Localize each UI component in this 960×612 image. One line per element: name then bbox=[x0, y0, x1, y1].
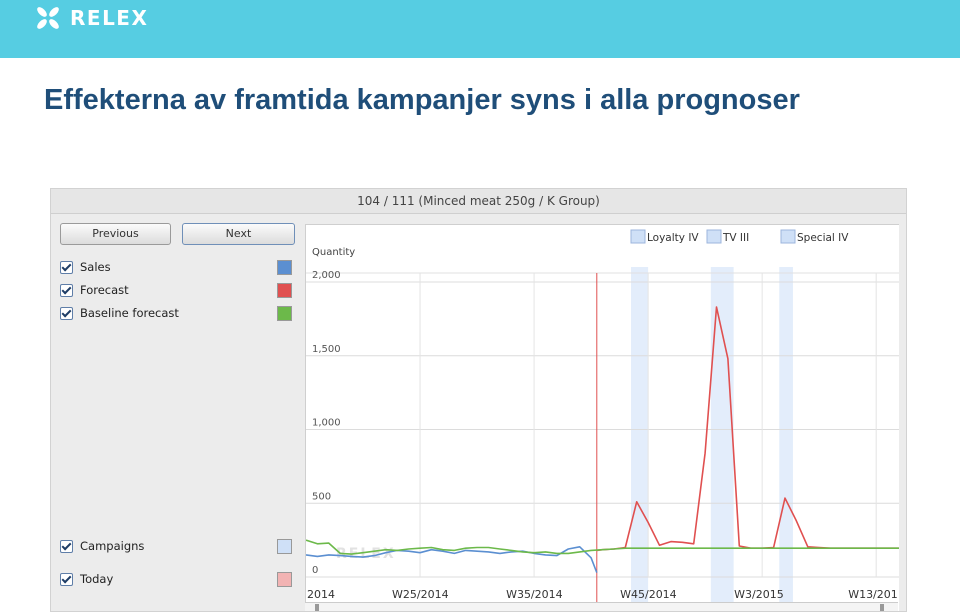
product-header: 104 / 111 (Minced meat 250g / K Group) bbox=[51, 189, 906, 214]
toggle-baseline-forecast[interactable]: Baseline forecast bbox=[60, 305, 292, 321]
campaign-band[interactable] bbox=[779, 267, 793, 603]
previous-button[interactable]: Previous bbox=[60, 223, 171, 245]
x-tick-label: W25/2014 bbox=[392, 588, 449, 601]
legend-label: Loyalty IV bbox=[647, 232, 699, 244]
forecast-label: Forecast bbox=[80, 283, 129, 297]
relex-logo: RELEX bbox=[34, 4, 148, 32]
y-tick-label: 500 bbox=[312, 491, 331, 502]
y-tick-label: 1,000 bbox=[312, 418, 341, 429]
legend-swatch bbox=[630, 229, 646, 244]
relex-logo-icon bbox=[37, 7, 59, 29]
baseline-forecast-color-swatch[interactable] bbox=[277, 305, 292, 321]
sales-checkbox[interactable] bbox=[60, 260, 73, 274]
toggle-forecast[interactable]: Forecast bbox=[60, 282, 292, 298]
forecast-app-window: 104 / 111 (Minced meat 250g / K Group) P… bbox=[50, 188, 907, 612]
series-line-baseline-forecast bbox=[305, 539, 899, 555]
baseline-forecast-checkbox[interactable] bbox=[60, 306, 73, 320]
scroll-handle-right[interactable] bbox=[880, 604, 884, 611]
y-tick-label: 2,000 bbox=[312, 270, 341, 281]
y-tick-label: 0 bbox=[312, 565, 318, 576]
top-banner: RELEX bbox=[0, 0, 960, 58]
baseline-forecast-label: Baseline forecast bbox=[80, 306, 179, 320]
legend-label: TV III bbox=[722, 232, 749, 244]
today-label: Today bbox=[80, 572, 114, 586]
today-color-swatch[interactable] bbox=[277, 571, 292, 587]
x-tick-label: 2014 bbox=[307, 588, 335, 601]
next-button[interactable]: Next bbox=[182, 223, 295, 245]
sales-label: Sales bbox=[80, 260, 111, 274]
campaigns-checkbox[interactable] bbox=[60, 539, 73, 553]
chart-panel: 0 500 1,000 1,500 2,000 2014 W25/2014 W35/2014 W… bbox=[305, 224, 899, 611]
forecast-chart[interactable]: 0 500 1,000 1,500 2,000 2014 W25/2014 W35/2014 W… bbox=[305, 225, 899, 603]
campaign-band[interactable] bbox=[631, 267, 649, 603]
x-tick-label: W13/201 bbox=[848, 588, 898, 601]
y-axis-label: Quantity bbox=[312, 247, 355, 258]
campaign-band[interactable] bbox=[710, 267, 734, 603]
toggle-campaigns[interactable]: Campaigns bbox=[60, 538, 292, 554]
forecast-color-swatch[interactable] bbox=[277, 282, 292, 298]
legend-label: Special IV bbox=[797, 232, 849, 244]
time-scrollbar[interactable] bbox=[305, 602, 898, 611]
logo-text: RELEX bbox=[70, 6, 149, 30]
left-panel: Previous Next Sales Forecast Baseline fo… bbox=[51, 214, 301, 611]
slide-title: Effekterna av framtida kampanjer syns i … bbox=[44, 84, 800, 116]
toggle-sales[interactable]: Sales bbox=[60, 259, 292, 275]
y-tick-label: 1,500 bbox=[312, 344, 341, 355]
campaigns-color-swatch[interactable] bbox=[277, 538, 292, 554]
sales-color-swatch[interactable] bbox=[277, 259, 292, 275]
toggle-today[interactable]: Today bbox=[60, 571, 292, 587]
today-checkbox[interactable] bbox=[60, 572, 73, 586]
forecast-checkbox[interactable] bbox=[60, 283, 73, 297]
x-tick-label: W35/2014 bbox=[506, 588, 563, 601]
scroll-handle-left[interactable] bbox=[315, 604, 319, 611]
campaigns-label: Campaigns bbox=[80, 539, 145, 553]
x-tick-label: W45/2014 bbox=[620, 588, 677, 601]
legend-swatch bbox=[706, 229, 722, 244]
x-tick-label: W3/2015 bbox=[734, 588, 784, 601]
series-line-sales bbox=[305, 546, 598, 573]
legend-swatch bbox=[780, 229, 796, 244]
